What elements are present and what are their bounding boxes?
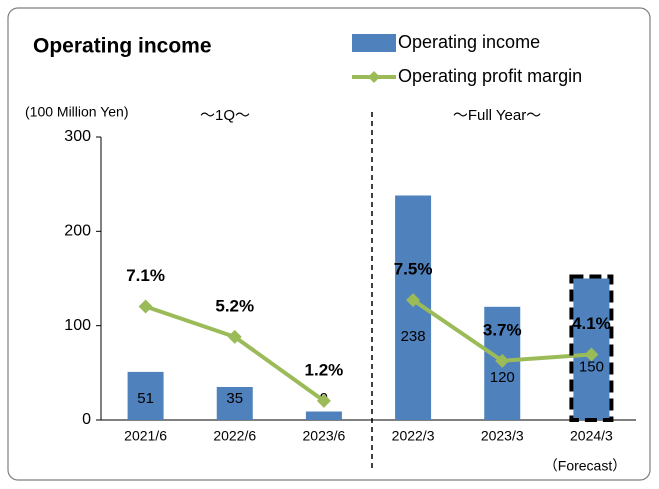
line-value-label: 3.7%	[483, 320, 522, 339]
marker	[406, 293, 421, 308]
marker	[584, 347, 599, 362]
x-tick-label: 2023/3	[481, 428, 524, 444]
line-value-label: 5.2%	[215, 296, 254, 315]
y-axis-label: (100 Million Yen)	[25, 104, 129, 120]
legend-marker	[368, 71, 380, 83]
line-value-label: 4.1%	[572, 314, 611, 333]
marker	[495, 353, 510, 368]
bar	[305, 411, 342, 420]
bar-value-label: 51	[137, 390, 154, 407]
bar-value-label: 120	[490, 369, 515, 386]
marker	[316, 393, 331, 408]
line-value-label: 7.1%	[126, 266, 165, 285]
bar-value-label: 238	[401, 328, 426, 345]
x-tick-label: 2021/6	[124, 428, 167, 444]
x-tick-label: 2022/6	[213, 428, 256, 444]
legend-swatch	[352, 34, 396, 52]
x-tick-label: 2023/6	[303, 428, 346, 444]
chart-title: Operating income	[33, 35, 212, 58]
bar	[127, 371, 164, 420]
panel-label: ～1Q～	[200, 107, 250, 124]
forecast-box	[569, 274, 614, 422]
x-tick-label: 2022/3	[392, 428, 435, 444]
bar	[216, 386, 253, 420]
marker	[138, 299, 153, 314]
legend-label: Operating profit margin	[398, 66, 582, 86]
bar-value-label: 35	[226, 390, 243, 407]
line-value-label: 7.5%	[394, 260, 433, 279]
marker	[227, 329, 242, 344]
y-tick-label: 100	[64, 317, 91, 334]
bar-value-label: 150	[579, 359, 604, 376]
line-value-label: 1.2%	[305, 360, 344, 379]
y-tick-label: 0	[82, 411, 91, 428]
y-tick-label: 200	[64, 223, 91, 240]
legend-label: Operating income	[398, 32, 540, 52]
y-tick-label: 300	[64, 128, 91, 145]
note: （Forecast）	[544, 458, 626, 474]
x-tick-label: 2024/3	[570, 428, 613, 444]
panel-label: ～Full Year～	[453, 107, 541, 124]
